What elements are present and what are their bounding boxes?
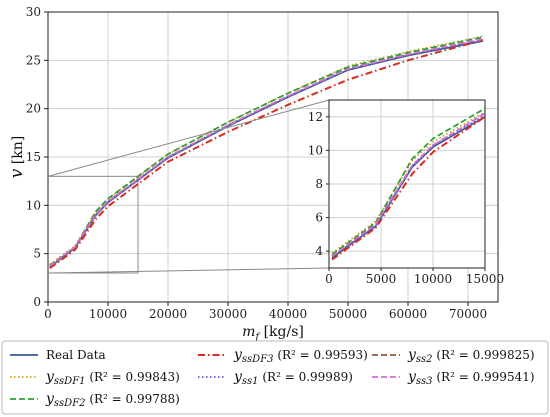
legend-label: yss1 (R² = 0.99989) — [233, 369, 353, 387]
series-line-3 — [49, 39, 484, 270]
inset-y-tick-label: 12 — [308, 110, 323, 124]
y-tick-label: 0 — [33, 295, 41, 309]
inset-series-line-0 — [331, 116, 486, 259]
inset-series-line-3 — [331, 115, 486, 261]
legend: Real Data yssDF1 (R² = 0.99843) yssDF2 (R²… — [1, 340, 549, 415]
zoom-connector-line — [47, 99, 330, 177]
legend-label: yss2 (R² = 0.999825) — [407, 347, 535, 365]
inset-x-tick-label: 5000 — [366, 272, 397, 286]
legend-item: yssDF2 (R² = 0.99788) — [10, 391, 180, 409]
x-tick-label: 40000 — [269, 307, 307, 321]
inset-plot: 0 5000 10000 15000 4 6 8 10 12 — [308, 99, 504, 286]
series-line-2 — [49, 36, 484, 266]
y-tick-label: 25 — [26, 53, 41, 67]
inset-x-tick-label: 0 — [325, 272, 333, 286]
y-tick-label: 20 — [26, 102, 41, 116]
main-plot: 0 10000 20000 30000 40000 50000 60000 700000510… — [7, 5, 499, 343]
legend-item: yss2 (R² = 0.999825) — [372, 347, 535, 365]
inset-series-line-2 — [331, 107, 486, 256]
series-line-4 — [49, 39, 484, 267]
legend-item: yssDF1 (R² = 0.99843) — [10, 369, 180, 387]
legend-label: yssDF1 (R² = 0.99843) — [45, 369, 180, 387]
x-tick-label: 0 — [44, 307, 52, 321]
x-tick-label: 70000 — [449, 307, 487, 321]
x-tick-label: 60000 — [389, 307, 427, 321]
inset-x-tick-label: 10000 — [414, 272, 452, 286]
inset-series-line-6 — [331, 112, 486, 257]
legend-label: yssDF2 (R² = 0.99788) — [45, 391, 180, 409]
x-tick-label: 20000 — [149, 307, 187, 321]
x-tick-label: 50000 — [329, 307, 367, 321]
x-tick-label: 10000 — [89, 307, 127, 321]
inset-y-tick-label: 10 — [308, 143, 323, 157]
legend-label: yssDF3 (R² = 0.99593) — [233, 347, 368, 365]
legend-item: yss1 (R² = 0.99989) — [198, 369, 353, 387]
x-axis-title: mf [kg/s] — [242, 324, 304, 343]
y-tick-label: 15 — [26, 150, 41, 164]
legend-item: yss3 (R² = 0.999541) — [372, 369, 535, 387]
legend-item: yssDF3 (R² = 0.99593) — [198, 347, 368, 365]
y-tick-label: 5 — [33, 247, 41, 261]
legend-label: Real Data — [46, 348, 106, 362]
legend-label: yss3 (R² = 0.999541) — [407, 369, 535, 387]
inset-y-tick-label: 4 — [315, 244, 323, 258]
zoom-connector-line — [47, 267, 330, 274]
x-tick-label: 30000 — [209, 307, 247, 321]
inset-y-tick-label: 6 — [315, 211, 323, 225]
legend-box — [1, 340, 549, 415]
inset-y-tick-label: 8 — [315, 177, 323, 191]
y-tick-label: 30 — [26, 5, 41, 19]
inset-x-tick-label: 15000 — [466, 272, 504, 286]
y-axis-title: v [kn] — [7, 136, 27, 178]
legend-item: Real Data — [10, 348, 106, 362]
y-tick-label: 10 — [26, 198, 41, 212]
